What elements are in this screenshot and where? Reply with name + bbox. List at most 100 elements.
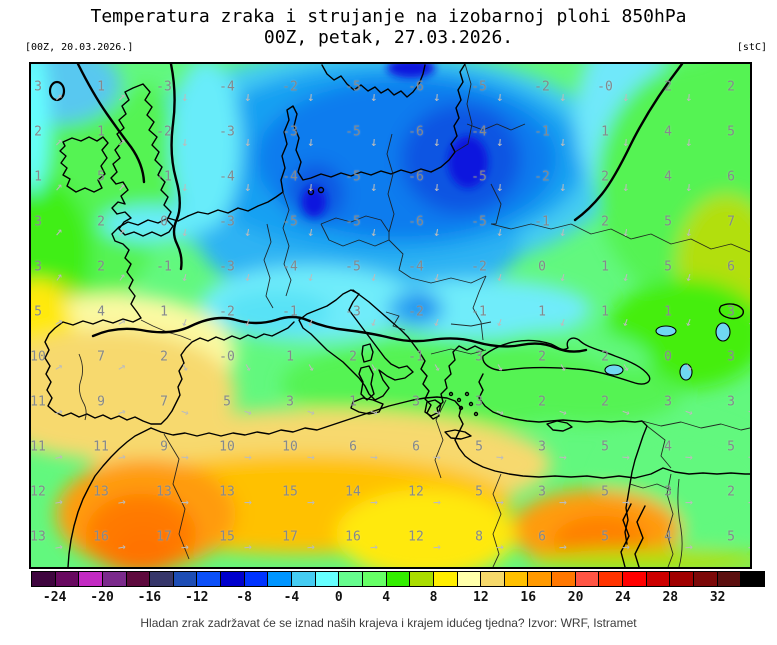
temp-label: 2 [34, 124, 42, 140]
temp-label: 3 [538, 439, 546, 455]
temp-label: 17 [156, 529, 172, 545]
temp-label: 12 [408, 484, 424, 500]
wind-barb-icon: ↑ [618, 498, 634, 507]
wind-barb-icon: ↑ [429, 542, 445, 553]
colorbar-segment [670, 572, 694, 586]
temp-label: 3 [727, 349, 735, 365]
temp-label: -2 [156, 124, 172, 140]
wind-barb-icon: ↑ [240, 542, 256, 553]
temp-label: 4 [664, 124, 672, 140]
temp-label: 3 [412, 394, 420, 410]
colorbar-tick: 4 [382, 590, 391, 605]
colorbar-segment [552, 572, 576, 586]
temp-label: -4 [219, 169, 235, 185]
wind-barb-icon: ↑ [243, 89, 253, 106]
wind-barb-icon: ↑ [177, 542, 193, 553]
temp-label: 4 [664, 439, 672, 455]
temp-label: 7 [727, 214, 735, 230]
temp-label: 6 [727, 169, 735, 185]
colorbar-segment [646, 572, 671, 586]
page-subtitle: 00Z, petak, 27.03.2026. [263, 27, 514, 48]
wind-barb-icon: ↑ [366, 452, 382, 463]
temp-label: 1 [601, 259, 609, 275]
temp-label: -3 [219, 214, 235, 230]
temp-label: 3 [664, 394, 672, 410]
colorbar-segment [315, 572, 340, 586]
colorbar-segment [599, 572, 624, 586]
temp-label: 16 [345, 529, 361, 545]
temp-label: 10 [282, 439, 298, 455]
temp-label: -5 [345, 259, 361, 275]
colorbar-segment [504, 572, 529, 586]
temp-label: -2 [408, 304, 424, 320]
map-image [31, 64, 750, 567]
temp-label: 11 [30, 394, 46, 410]
temp-label: -5 [471, 79, 487, 95]
temp-label: 4 [664, 529, 672, 545]
wind-barb-icon: ↑ [747, 179, 752, 196]
temp-label: 2 [601, 214, 609, 230]
wind-barb-icon: ↑ [495, 179, 505, 196]
temp-label: -0 [597, 79, 613, 95]
wind-barb-icon: ↑ [746, 224, 752, 241]
colorbar-tick: -12 [184, 590, 209, 605]
colorbar-segment [32, 572, 56, 586]
temp-label: 1 [601, 304, 609, 320]
wind-barb-icon: ↑ [432, 179, 442, 196]
wind-barb-icon: ↑ [681, 542, 697, 553]
wind-barb-icon: ↑ [621, 89, 631, 106]
temp-label: 3 [34, 79, 42, 95]
wind-barb-icon: ↑ [495, 89, 505, 106]
colorbar-segment [575, 572, 600, 586]
model-run-timestamp: [00Z, 20.03.2026.] [25, 42, 134, 53]
temp-label: -5 [471, 169, 487, 185]
wind-barb-icon: ↑ [369, 179, 379, 196]
temp-label: -1 [156, 259, 172, 275]
colorbar-segment [292, 572, 316, 586]
wind-barb-icon: ↑ [747, 89, 752, 106]
wind-barb-icon: ↑ [177, 498, 193, 507]
temp-label: 3 [664, 484, 672, 500]
temp-label: 5 [664, 259, 672, 275]
temp-label: 11 [30, 439, 46, 455]
temp-label: 5 [223, 394, 231, 410]
wind-barb-icon: ↑ [180, 89, 190, 106]
temp-label: 1 [97, 124, 105, 140]
temp-label: 17 [282, 529, 298, 545]
temp-label: 1 [160, 304, 168, 320]
wind-barb-icon: ↑ [492, 498, 508, 507]
colorbar-segment [528, 572, 553, 586]
temp-label: -2 [534, 79, 550, 95]
wind-barb-icon: ↑ [684, 179, 694, 196]
wind-barb-icon: ↑ [306, 179, 316, 196]
temperature-colorbar [31, 571, 765, 587]
temp-label: 3 [538, 484, 546, 500]
wind-barb-icon: ↑ [558, 134, 568, 151]
unit-tag: [stC] [736, 42, 767, 53]
temp-label: 2 [97, 214, 105, 230]
colorbar-segment [55, 572, 80, 586]
temp-label: 2 [97, 259, 105, 275]
temp-label: 2 [727, 484, 735, 500]
weather-map: 3 1 -3 -4 -2 -5 -6 -5 -2 -0 2 2 2 1 -2 -3 -3 -5 -6 -4 -1 1 4 5 1… [29, 62, 752, 569]
colorbar-segment [244, 572, 269, 586]
colorbar-tick: -24 [42, 590, 67, 605]
temp-label: -2 [471, 259, 487, 275]
temp-label: 16 [93, 529, 109, 545]
wind-barb-icon: ↑ [369, 89, 379, 106]
temperature-field [31, 64, 750, 567]
temp-label: -0 [219, 349, 235, 365]
cold-cores [302, 64, 488, 217]
temp-label: 2 [601, 394, 609, 410]
temp-label: -4 [408, 259, 424, 275]
colorbar-ticks: -24 -20 -16 -12 -8 -4 0 4 8 12 16 20 24 28 32 [31, 590, 765, 606]
colorbar-tick: -4 [283, 590, 300, 605]
temp-label: 11 [93, 439, 109, 455]
wind-barb-icon: ↑ [366, 542, 382, 553]
wind-barb-icon: ↑ [180, 179, 190, 196]
page-title: Temperatura zraka i strujanje na izobarn… [90, 6, 687, 27]
colorbar-tick: 16 [520, 590, 537, 605]
coastlines [44, 64, 750, 567]
temp-label: 4 [97, 304, 105, 320]
